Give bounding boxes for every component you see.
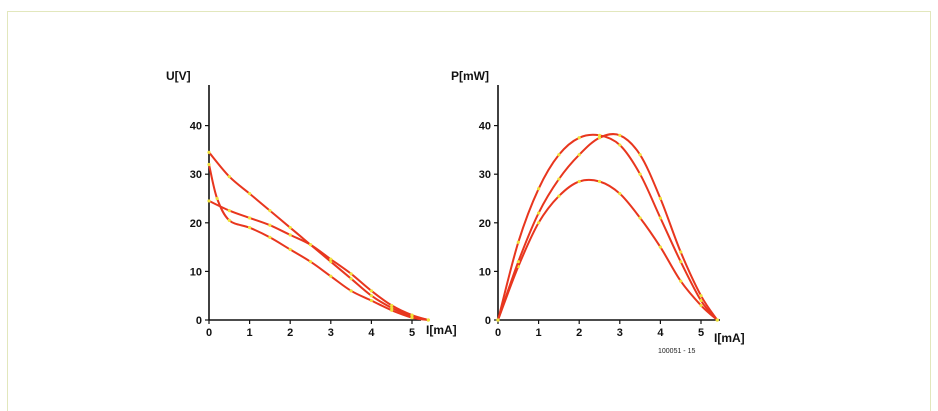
x-tick-label: 0 xyxy=(206,327,212,339)
data-point xyxy=(496,318,500,322)
series-line-2 xyxy=(208,199,430,321)
data-point xyxy=(329,257,333,261)
data-point xyxy=(618,143,622,147)
data-point xyxy=(638,216,642,220)
data-point xyxy=(369,294,373,298)
series-line-1 xyxy=(208,151,430,321)
data-point xyxy=(537,221,541,225)
data-point xyxy=(597,133,602,137)
data-point xyxy=(658,245,663,249)
x-axis-label: I[mA] xyxy=(714,331,745,345)
data-point xyxy=(390,308,394,312)
data-point xyxy=(369,298,373,303)
x-tick-label: 3 xyxy=(617,327,623,339)
data-point xyxy=(679,260,683,264)
data-point xyxy=(557,177,561,181)
x-tick-label: 2 xyxy=(576,327,582,339)
figure-label: 100051 - 15 xyxy=(658,348,695,355)
data-point xyxy=(349,272,353,276)
data-point xyxy=(426,318,430,322)
data-point xyxy=(557,153,561,157)
data-point xyxy=(207,199,211,203)
figure-frame xyxy=(7,11,931,411)
data-point xyxy=(288,226,292,230)
data-point xyxy=(557,194,561,198)
x-tick-label: 5 xyxy=(409,327,415,339)
data-point xyxy=(597,136,602,140)
data-point xyxy=(715,318,719,322)
data-point xyxy=(215,196,219,201)
data-point xyxy=(308,243,313,247)
y-tick-label: 30 xyxy=(190,169,202,181)
y-tick-label: 40 xyxy=(479,121,491,133)
data-point xyxy=(227,209,231,213)
y-tick-label: 0 xyxy=(485,315,491,327)
chart-2: 0 10 20 30 40 0 1 2 3 4 5 P[mW] I[mA] xyxy=(451,69,745,345)
data-point xyxy=(268,223,272,227)
y-tick-label: 0 xyxy=(196,315,202,327)
data-point xyxy=(679,250,683,254)
data-point xyxy=(597,179,602,184)
data-point xyxy=(658,216,663,220)
y-tick-label: 30 xyxy=(479,169,491,181)
x-axis-label: I[mA] xyxy=(426,323,457,337)
x-tick-label: 4 xyxy=(368,327,375,339)
x-tick-label: 0 xyxy=(495,327,501,339)
data-point xyxy=(390,303,394,308)
x-tick-label: 1 xyxy=(247,327,253,339)
x-tick-label: 3 xyxy=(328,327,334,339)
data-point xyxy=(268,235,272,239)
y-tick-label: 10 xyxy=(190,266,202,278)
data-point xyxy=(227,218,231,222)
data-point xyxy=(537,187,541,191)
data-point xyxy=(618,192,622,196)
data-point xyxy=(699,303,703,308)
data-point xyxy=(658,196,663,201)
data-point xyxy=(410,313,414,317)
data-point xyxy=(227,175,231,179)
data-point xyxy=(369,289,373,293)
y-tick-label: 40 xyxy=(190,121,202,133)
data-point xyxy=(699,294,703,298)
x-tick-label: 2 xyxy=(287,327,293,339)
data-point xyxy=(288,247,292,252)
data-point xyxy=(329,274,333,278)
data-point xyxy=(207,150,211,154)
series-line-2 xyxy=(497,178,719,321)
data-point xyxy=(410,315,414,320)
data-point xyxy=(516,240,520,244)
x-tick-label: 5 xyxy=(698,327,704,339)
data-point xyxy=(390,306,394,310)
data-point xyxy=(516,260,520,264)
data-point xyxy=(699,298,703,303)
data-point xyxy=(577,153,581,157)
data-point xyxy=(308,260,313,264)
data-point xyxy=(679,279,683,283)
series-line-3 xyxy=(497,132,719,321)
y-axis-label: U[V] xyxy=(166,69,191,83)
chart-1: 0 10 20 30 40 0 1 2 3 4 5 U[V] I[mA] xyxy=(166,69,457,339)
data-point xyxy=(248,226,252,230)
data-point xyxy=(577,136,581,140)
data-point xyxy=(537,211,541,215)
data-point xyxy=(349,289,353,293)
data-point xyxy=(248,216,252,220)
y-tick-label: 20 xyxy=(190,218,202,230)
data-point xyxy=(268,209,272,213)
data-point xyxy=(577,179,581,184)
data-point xyxy=(638,153,642,157)
data-point xyxy=(349,277,353,281)
x-tick-label: 4 xyxy=(657,327,664,339)
x-tick-label: 1 xyxy=(536,327,542,339)
y-tick-label: 20 xyxy=(479,218,491,230)
y-tick-label: 10 xyxy=(479,266,491,278)
data-point xyxy=(618,133,622,137)
data-point xyxy=(248,192,252,196)
y-axis-label: P[mW] xyxy=(451,69,489,83)
data-point xyxy=(638,172,642,176)
series-line-1 xyxy=(497,133,719,321)
data-point xyxy=(288,233,292,237)
data-point xyxy=(207,162,211,167)
